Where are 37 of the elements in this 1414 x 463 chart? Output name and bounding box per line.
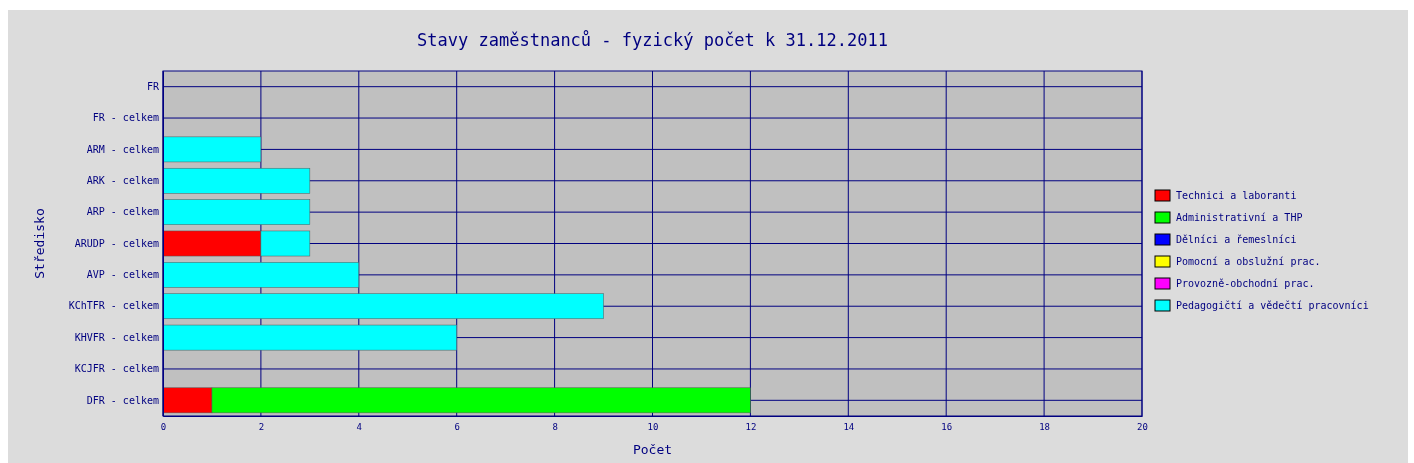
x-tick-label: 14 — [843, 422, 855, 433]
legend-label: Administrativní a THP — [1176, 212, 1303, 223]
y-tick-label: FR - celkem — [92, 112, 159, 124]
x-tick-label: 12 — [745, 422, 757, 433]
x-tick-label: 6 — [454, 422, 460, 433]
legend-label: Provozně-obchodní prac. — [1176, 278, 1315, 289]
bar — [162, 324, 457, 351]
x-tick-label: 0 — [160, 422, 167, 433]
bar — [162, 262, 360, 288]
x-tick-label: 10 — [647, 422, 659, 433]
y-tick-label: ARP - celkem — [86, 206, 159, 218]
x-tick-label: 20 — [1137, 422, 1148, 433]
x-tick-label: 8 — [552, 422, 558, 433]
bar — [162, 136, 262, 163]
bar — [162, 293, 604, 320]
bar — [162, 199, 311, 225]
x-tick-label: 18 — [1039, 422, 1051, 433]
chart-title: Stavy zaměstnanců - fyzický počet k 31.12.2011 — [417, 30, 888, 50]
y-tick-label: ARUDP - celkem — [74, 237, 159, 249]
legend-label: Dělníci a řemeslníci — [1176, 234, 1297, 245]
y-tick-label: FR — [146, 80, 160, 92]
y-tick-label: KChTFR - celkem — [68, 300, 159, 312]
y-tick-label: KCJFR - celkem — [74, 363, 159, 375]
y-axis-title: Středisko — [32, 208, 47, 279]
x-tick-label: 2 — [258, 422, 265, 433]
x-tick-label: 16 — [941, 422, 953, 433]
x-axis-title: Počet — [632, 442, 673, 457]
legend-label: Technici a laboranti — [1176, 190, 1297, 201]
y-tick-label: DFR - celkem — [86, 394, 159, 406]
legend-label: Pomocní a obslužní prac. — [1176, 256, 1321, 267]
y-tick-label: ARM - celkem — [86, 143, 159, 155]
y-tick-label: ARK - celkem — [86, 174, 159, 186]
bar — [162, 167, 311, 194]
x-tick-label: 4 — [356, 422, 363, 433]
y-tick-label: AVP - celkem — [86, 269, 159, 281]
y-tick-label: KHVFR - celkem — [74, 331, 159, 343]
legend-label: Pedagogičtí a vědečtí pracovníci — [1176, 300, 1369, 311]
